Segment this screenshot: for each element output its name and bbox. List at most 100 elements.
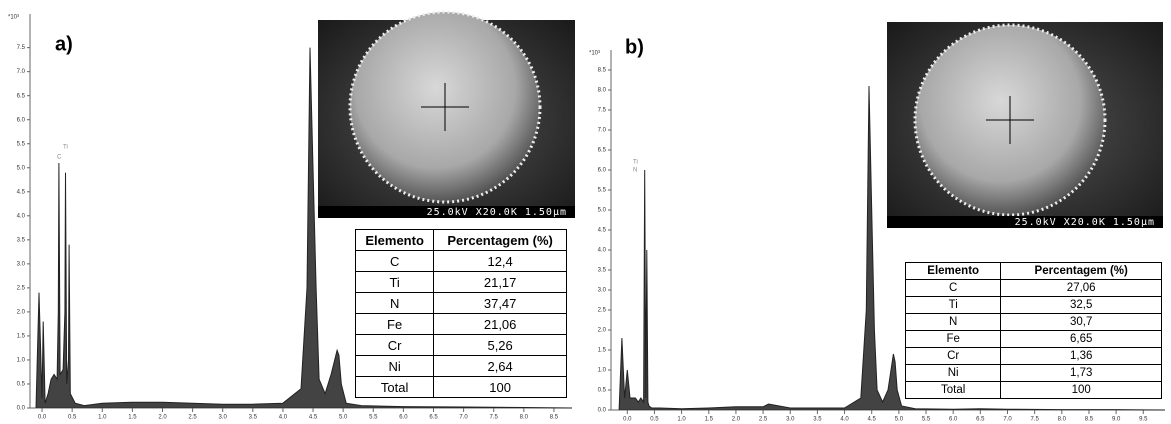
table-cell: 100 [434, 377, 567, 398]
x-tick-label: 8.0 [1058, 417, 1067, 423]
y-tick-label: 4.0 [17, 213, 26, 219]
x-tick-label: 2.0 [158, 415, 167, 421]
table-row: Cr1,36 [906, 348, 1162, 365]
x-tick-label: 6.0 [399, 415, 408, 421]
x-tick-label: 0.5 [650, 417, 659, 423]
table-cell: 27,06 [1001, 280, 1162, 297]
table-cell: 100 [1001, 382, 1162, 399]
x-tick-label: 7.0 [459, 415, 468, 421]
sem-image: 25.0kV X20.0K 1.50μm [318, 12, 575, 218]
table-header: Elemento [906, 263, 1001, 280]
x-tick-label: 6.0 [949, 417, 958, 423]
y-tick-label: 1.0 [598, 368, 607, 374]
x-tick-label: 5.0 [339, 415, 348, 421]
table-cell: 1,36 [1001, 348, 1162, 365]
table-cell: 21,06 [434, 314, 567, 335]
y-tick-label: 7.0 [598, 128, 607, 134]
sem-image: 25.0kV X20.0K 1.50μm [887, 22, 1163, 228]
table-cell: 21,17 [434, 272, 567, 293]
table-row: N30,7 [906, 314, 1162, 331]
table-row: Cr5,26 [356, 335, 567, 356]
peak-label: Ti [63, 145, 68, 151]
table-cell: C [356, 251, 434, 272]
table-cell: Total [906, 382, 1001, 399]
x-tick-label: 2.5 [188, 415, 197, 421]
table-cell: 32,5 [1001, 297, 1162, 314]
x-tick-label: 8.0 [520, 415, 529, 421]
table-cell: N [906, 314, 1001, 331]
y-tick-label: 7.5 [598, 108, 607, 114]
table-cell: Fe [356, 314, 434, 335]
x-tick-label: 1.0 [98, 415, 107, 421]
y-tick-label: 7.0 [17, 69, 26, 75]
table-cell: 5,26 [434, 335, 567, 356]
y-tick-label: 4.5 [598, 228, 607, 234]
panel-label: b) [625, 36, 644, 58]
y-tick-label: 7.5 [17, 45, 26, 51]
y-tick-label: 0.5 [598, 388, 607, 394]
y-tick-label: 1.0 [17, 358, 26, 364]
x-tick-label: 7.5 [490, 415, 499, 421]
table-header: Percentagem (%) [1001, 263, 1162, 280]
x-tick-label: 8.5 [550, 415, 559, 421]
x-tick-label: 0.0 [623, 417, 632, 423]
y-tick-label: 0.0 [598, 408, 607, 414]
y-tick-label: 3.5 [17, 237, 26, 243]
y-tick-label: 1.5 [17, 334, 26, 340]
x-tick-label: 0.0 [38, 415, 47, 421]
y-axis-label: *10³ [589, 51, 600, 57]
y-tick-label: 6.0 [17, 117, 26, 123]
image-caption: 25.0kV X20.0K 1.50μm [427, 207, 567, 218]
x-tick-label: 3.5 [813, 417, 822, 423]
y-tick-label: 3.5 [598, 268, 607, 274]
y-tick-label: 4.5 [17, 189, 26, 195]
table-cell: 30,7 [1001, 314, 1162, 331]
x-tick-label: 9.0 [1112, 417, 1121, 423]
table-cell: Ni [906, 365, 1001, 382]
y-tick-label: 3.0 [598, 288, 607, 294]
peak-label: C [57, 155, 62, 161]
table-row: Ti32,5 [906, 297, 1162, 314]
table-cell: Total [356, 377, 434, 398]
x-tick-label: 6.5 [976, 417, 985, 423]
table-header: Percentagem (%) [434, 230, 567, 251]
table-header: Elemento [356, 230, 434, 251]
table-cell: Ti [356, 272, 434, 293]
x-tick-label: 8.5 [1085, 417, 1094, 423]
x-tick-label: 3.0 [219, 415, 228, 421]
table-row: Fe6,65 [906, 331, 1162, 348]
y-axis-label: *10³ [8, 15, 19, 21]
x-tick-label: 4.0 [279, 415, 288, 421]
x-tick-label: 1.5 [128, 415, 137, 421]
table-cell: Cr [906, 348, 1001, 365]
y-tick-label: 1.5 [598, 348, 607, 354]
table-cell: 2,64 [434, 356, 567, 377]
x-tick-label: 6.5 [429, 415, 438, 421]
panel-label: a) [55, 33, 73, 55]
peak-label: Ti [633, 160, 638, 166]
table-cell: 37,47 [434, 293, 567, 314]
y-tick-label: 4.0 [598, 248, 607, 254]
image-caption: 25.0kV X20.0K 1.50μm [1015, 217, 1155, 228]
x-tick-label: 1.5 [705, 417, 714, 423]
x-tick-label: 5.0 [895, 417, 904, 423]
table-cell: 6,65 [1001, 331, 1162, 348]
y-tick-label: 6.5 [598, 148, 607, 154]
x-tick-label: 0.5 [68, 415, 77, 421]
y-tick-label: 8.5 [598, 68, 607, 74]
y-tick-label: 8.0 [598, 88, 607, 94]
composition-table: ElementoPercentagem (%)C12,4Ti21,17N37,4… [355, 229, 567, 398]
table-cell: 12,4 [434, 251, 567, 272]
table-cell: Fe [906, 331, 1001, 348]
y-tick-label: 2.5 [17, 285, 26, 291]
x-tick-label: 3.0 [786, 417, 795, 423]
x-tick-label: 5.5 [369, 415, 378, 421]
